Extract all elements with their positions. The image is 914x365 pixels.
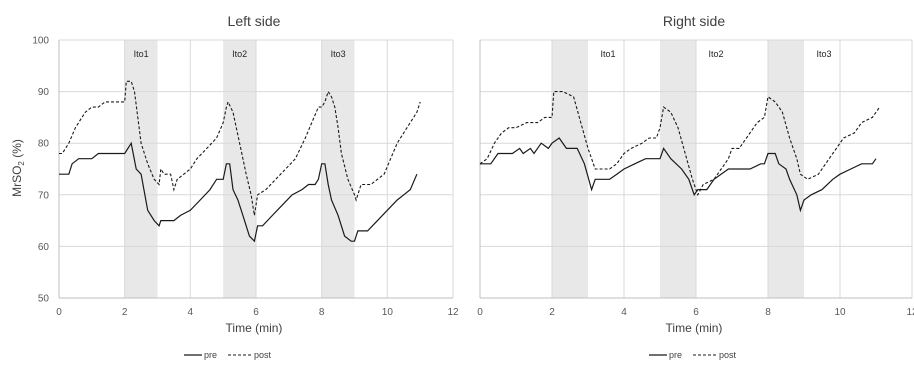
legend-post-label-right: post: [719, 350, 737, 360]
band-label-left-3: Ito3: [331, 49, 346, 59]
chart-title-left: Left side: [228, 13, 281, 29]
y-tick-label-left: 80: [38, 139, 50, 150]
y-axis-label-suffix: (%): [10, 139, 24, 161]
y-tick-label-left: 70: [38, 190, 50, 201]
y-tick-label-left: 50: [38, 294, 50, 305]
x-tick-label-right: 10: [834, 307, 846, 318]
band-label-right-1: Ito1: [600, 49, 615, 59]
x-axis-label-right: Time (min): [666, 321, 723, 335]
interval-band-left-1: [124, 40, 158, 298]
x-tick-label-left: 0: [56, 307, 62, 318]
x-tick-label-right: 6: [693, 307, 699, 318]
band-label-right-2: Ito2: [708, 49, 723, 59]
y-tick-label-left: 100: [32, 36, 49, 47]
legend-pre-label-left: pre: [204, 350, 217, 360]
x-tick-label-right: 0: [477, 307, 483, 318]
series-line-pre-right: [480, 137, 877, 213]
x-tick-label-right: 4: [621, 307, 627, 318]
y-tick-label-left: 60: [38, 242, 50, 253]
x-tick-label-right: 8: [765, 307, 771, 318]
x-tick-label-right: 12: [906, 307, 914, 318]
x-tick-label-left: 12: [447, 307, 459, 318]
x-tick-label-left: 6: [253, 307, 259, 318]
band-label-left-2: Ito2: [232, 49, 247, 59]
series-line-post-right: [479, 91, 881, 197]
plot-area-left: Ito1 Ito2 Ito3 0 2 4 6 8 10 12 50 60 70 80 90 100: [32, 36, 459, 319]
interval-band-right-1: [552, 40, 588, 298]
series-line-post-left: [59, 80, 421, 216]
legend-post-label-left: post: [254, 350, 272, 360]
x-tick-label-left: 10: [382, 307, 394, 318]
legend-left: pre post: [184, 350, 272, 360]
y-axis-label-left: MrSO2 (%): [10, 139, 26, 197]
interval-band-left-2: [223, 40, 256, 298]
interval-band-right-2: [660, 40, 696, 298]
x-tick-label-left: 8: [319, 307, 325, 318]
band-label-left-1: Ito1: [134, 49, 149, 59]
plot-area-right: Ito1 Ito2 Ito3 0 2 4 6 8 10 12: [477, 39, 914, 318]
x-tick-label-right: 2: [549, 307, 555, 318]
y-tick-label-left: 90: [38, 87, 50, 98]
chart-title-right: Right side: [663, 13, 725, 29]
band-label-right-3: Ito3: [816, 49, 831, 59]
legend-pre-label-right: pre: [669, 350, 682, 360]
x-axis-label-left: Time (min): [226, 321, 283, 335]
x-tick-label-left: 2: [122, 307, 128, 318]
chart-right-side: Right side Ito1 Ito2 Ito3 0 2 4 6 8 10 12 Time (m…: [477, 13, 914, 360]
legend-right: pre post: [649, 350, 737, 360]
y-axis-label-main: MrSO: [10, 166, 24, 197]
chart-left-side: Left side Ito1 Ito2 Ito3 0 2 4 6 8 10 12 50 60 70 80 9…: [10, 13, 459, 360]
x-tick-label-left: 4: [188, 307, 194, 318]
interval-band-left-3: [321, 40, 355, 298]
series-line-pre-left: [59, 141, 418, 243]
y-axis-label-subscript: 2: [17, 161, 26, 166]
